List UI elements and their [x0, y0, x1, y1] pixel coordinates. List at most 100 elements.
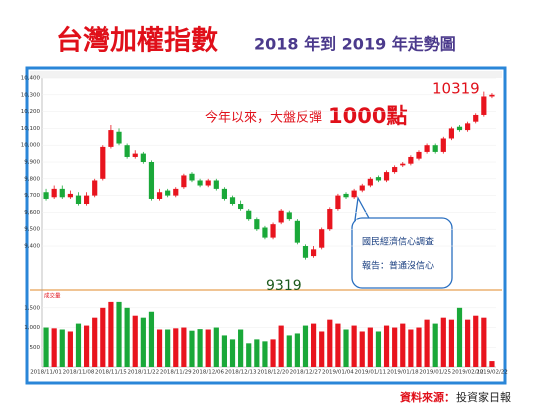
- x-tick-label: 2018/12/27: [290, 370, 322, 376]
- candle-body: [343, 193, 349, 198]
- volume-bar: [335, 323, 341, 367]
- candle-body: [327, 209, 333, 230]
- volume-bar: [392, 327, 398, 367]
- candle-body: [132, 153, 138, 157]
- low-annotation: 9319: [266, 278, 302, 294]
- candle-body: [359, 185, 365, 191]
- volume-bar: [424, 319, 430, 367]
- volume-bar: [221, 335, 228, 367]
- callout-line: 國民經濟信心調查: [362, 236, 434, 248]
- candle-body: [481, 96, 487, 115]
- candle-body: [310, 249, 317, 257]
- candle-body: [335, 195, 341, 210]
- candle-body: [424, 145, 430, 152]
- candle-body: [319, 229, 325, 248]
- candle-body: [116, 131, 122, 144]
- y-tick-label: 1,500: [24, 305, 40, 311]
- volume-label: 成交量: [44, 292, 61, 300]
- callout-box: [351, 217, 453, 289]
- volume-bar: [481, 317, 487, 367]
- candle-body: [238, 204, 244, 210]
- x-tick-label: 2019/01/11: [354, 370, 386, 376]
- volume-bar: [83, 325, 90, 367]
- volume-bar: [229, 339, 236, 367]
- callout-join: [356, 219, 369, 222]
- source: 投資家日報: [456, 390, 511, 404]
- volume-bar: [456, 307, 463, 367]
- candle-body: [400, 163, 406, 166]
- candle-body: [100, 146, 106, 179]
- volume-bar: [67, 331, 73, 367]
- volume-bar: [262, 341, 268, 367]
- candle-body: [286, 212, 292, 220]
- y-tick-label: 10,400: [21, 76, 41, 82]
- callout-line: 報告：普通沒信心: [362, 260, 434, 272]
- candle-body: [473, 114, 479, 122]
- volume-bar: [75, 323, 82, 367]
- chart-subtitle: 2018 年到 2019 年走勢圖: [254, 35, 456, 54]
- high-annotation: 10319: [432, 80, 480, 98]
- volume-bar: [246, 343, 252, 367]
- candle-body: [51, 188, 57, 198]
- candle-body: [75, 195, 82, 204]
- volume-bar: [189, 330, 195, 367]
- y-tick-label: 10,200: [21, 109, 41, 115]
- candle-body: [294, 220, 300, 243]
- volume-bar: [116, 301, 122, 367]
- volume-bar: [489, 361, 495, 367]
- volume-bar: [51, 328, 57, 367]
- volume-bar: [448, 319, 455, 367]
- volume-bar: [351, 325, 357, 367]
- volume-bar: [383, 325, 390, 367]
- volume-bar: [432, 323, 438, 367]
- volume-bar: [254, 339, 260, 367]
- volume-bar: [59, 329, 65, 367]
- y-tick-label: 10,300: [21, 92, 41, 98]
- volume-bar: [181, 327, 187, 367]
- candle-body: [229, 197, 236, 204]
- candle-body: [140, 153, 146, 162]
- volume-bar: [465, 319, 471, 367]
- candle-body: [254, 219, 260, 230]
- candle-body: [465, 123, 471, 131]
- toolbar: [30, 71, 502, 78]
- volume-bar: [408, 329, 414, 367]
- y-tick-label: 9,500: [24, 227, 40, 233]
- candle-body: [173, 188, 179, 196]
- x-tick-label: 2018/11/29: [160, 370, 192, 376]
- volume-bar: [100, 307, 106, 367]
- y-tick-label: 9,900: [24, 160, 40, 166]
- y-tick-label: 10,100: [21, 126, 41, 132]
- chart-title: 台灣加權指數: [56, 25, 218, 57]
- candle-body: [448, 128, 455, 139]
- x-tick-label: 2019/02/22: [476, 370, 508, 376]
- candle-body: [205, 180, 211, 186]
- volume-bar: [400, 323, 406, 367]
- y-tick-label: 9,400: [24, 244, 40, 250]
- volume-bar: [165, 329, 171, 367]
- candle-body: [351, 190, 357, 198]
- candle-body: [432, 145, 438, 152]
- candle-body: [270, 224, 276, 238]
- volume-bar: [92, 317, 98, 367]
- candle-body: [92, 180, 98, 196]
- volume-bar: [132, 315, 138, 367]
- volume-bar: [319, 331, 325, 367]
- candle-body: [262, 227, 268, 238]
- candle-body: [197, 180, 203, 186]
- y-tick-label: 500: [30, 345, 41, 351]
- candle-body: [221, 188, 228, 199]
- candle-body: [383, 172, 390, 181]
- y-tick-label: 1,000: [24, 325, 40, 331]
- volume-bar: [375, 331, 382, 367]
- x-tick-label: 2018/11/22: [127, 370, 159, 376]
- volume-bar: [286, 335, 292, 367]
- headline-emphasis: 1000點: [328, 104, 407, 128]
- x-tick-label: 2019/01/18: [387, 370, 419, 376]
- volume-bar: [359, 331, 365, 367]
- x-tick-label: 2018/12/06: [192, 370, 224, 376]
- y-tick-label: 9,600: [24, 210, 40, 216]
- candle-body: [148, 162, 155, 199]
- volume-bar: [310, 323, 317, 367]
